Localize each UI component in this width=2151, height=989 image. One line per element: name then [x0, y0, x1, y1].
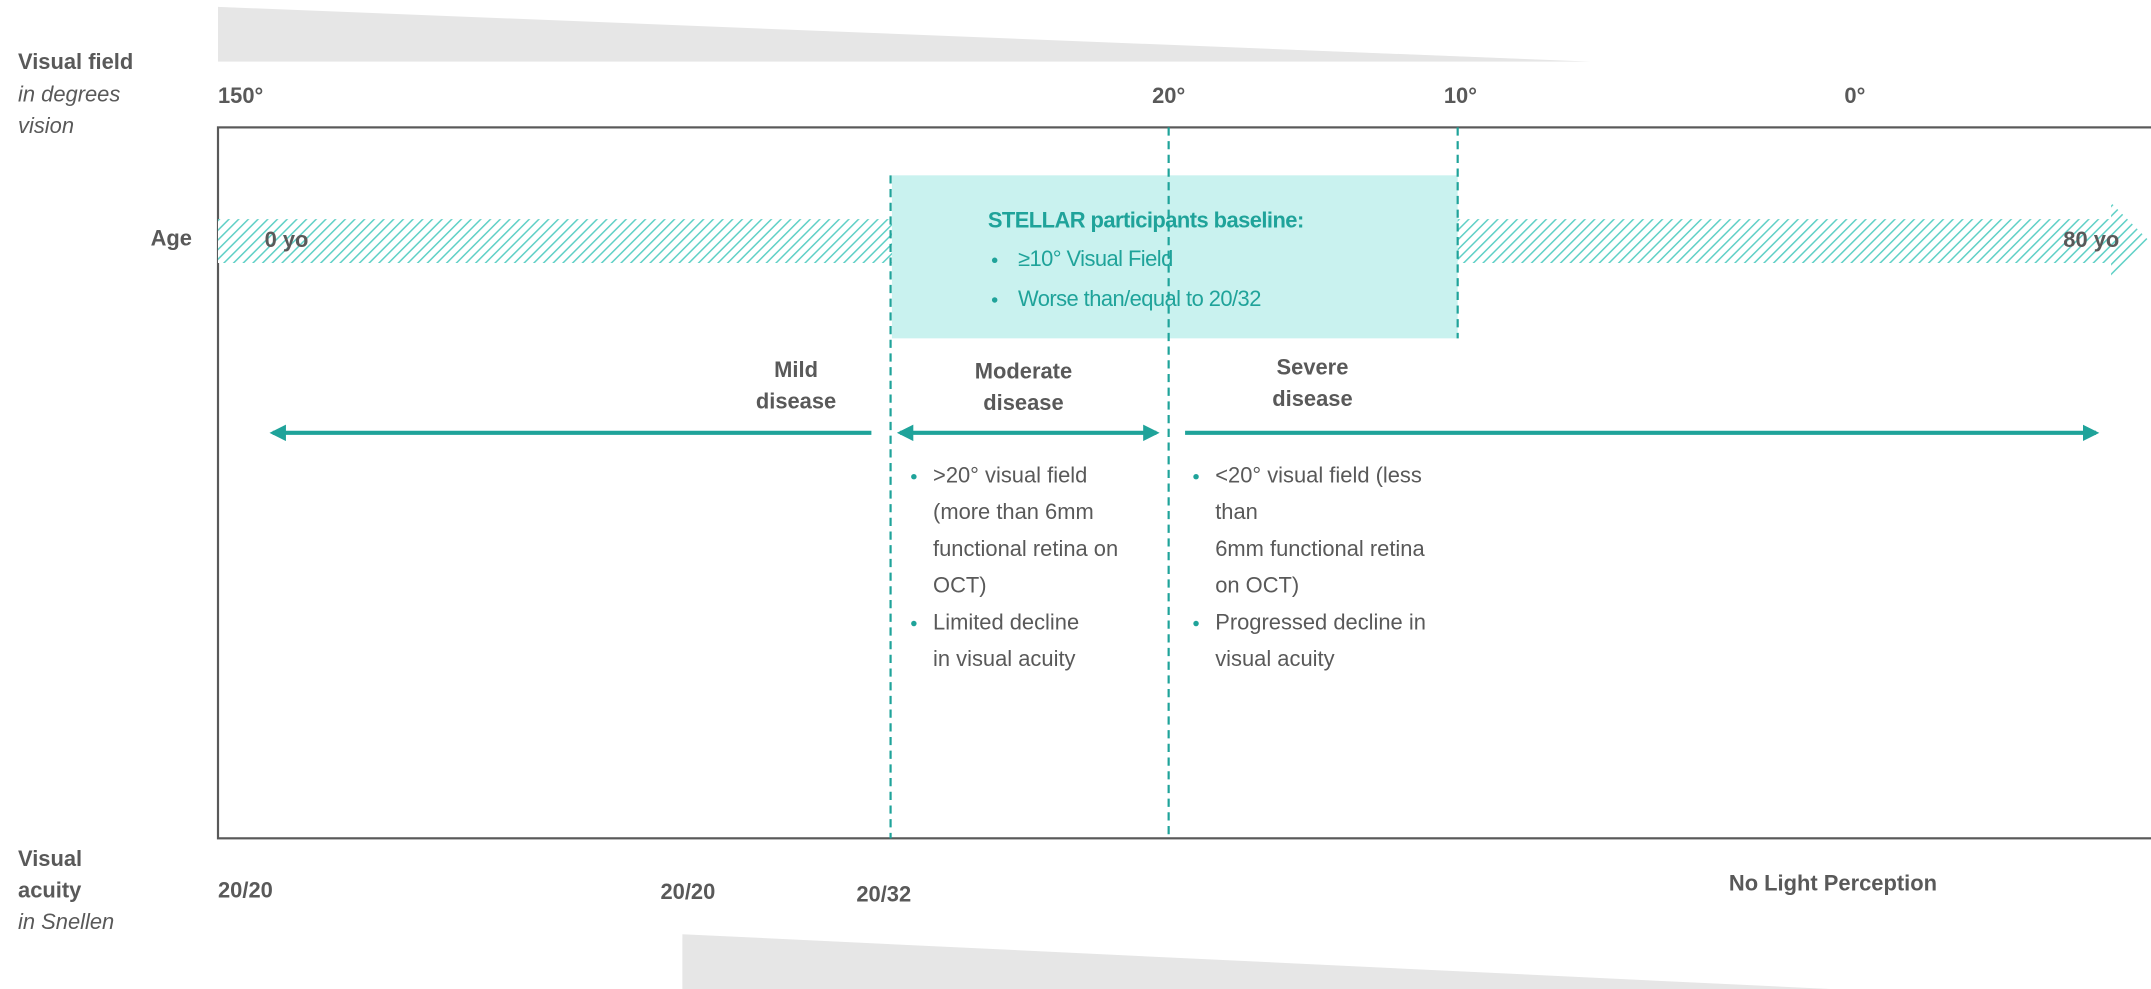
bullet: [991, 257, 998, 264]
stage-bullet-line: Limited decline: [933, 609, 1079, 634]
stage-bullet-line: (more than 6mm: [933, 499, 1094, 524]
stage-bullet-line: >20° visual field: [933, 462, 1087, 487]
stage-bullet-line: Progressed decline in: [1215, 609, 1426, 634]
axis-unit: vision: [18, 113, 74, 138]
stage-label: disease: [756, 389, 836, 414]
stage-label: Severe: [1277, 354, 1349, 379]
baseline-bullet: Worse than/equal to 20/32: [1018, 286, 1261, 311]
tick-label: 20°: [1152, 83, 1185, 108]
axis-label: acuity: [18, 878, 82, 903]
baseline-box: [891, 175, 1458, 339]
bullet: [911, 473, 917, 480]
top-wedge: [218, 6, 1591, 62]
tick-label: 150°: [218, 83, 263, 108]
stage-bullet-line: visual acuity: [1215, 646, 1334, 671]
baseline-bullet: ≥10° Visual Field: [1018, 246, 1173, 271]
stage-bullet-line: functional retina on: [933, 536, 1118, 561]
stage-label: Mild: [774, 357, 818, 382]
tick-label: 20/20: [218, 878, 273, 903]
axis-label: Visual: [18, 846, 82, 871]
baseline-title: STELLAR participants baseline:: [988, 208, 1304, 233]
stage-label: disease: [1272, 386, 1352, 411]
tick-label: 0°: [1844, 83, 1865, 108]
tick-label: 10°: [1444, 83, 1477, 108]
stage-bullet-line: in visual acuity: [933, 646, 1076, 671]
tick-label: No Light Perception: [1729, 871, 1937, 896]
bullet: [1193, 620, 1199, 627]
bullet: [1193, 473, 1199, 480]
stage-bullets: >20° visual field (more than 6mm functiona…: [911, 462, 1426, 671]
frame: [216, 126, 2151, 840]
axis-unit: in degrees: [18, 82, 120, 107]
age-label: Age: [151, 225, 192, 250]
stage-bullet-line: than: [1215, 499, 1258, 524]
age-start: 0 yo: [265, 227, 309, 252]
bullet: [991, 297, 998, 303]
axis-unit: in Snellen: [18, 909, 114, 934]
bottom-wedge: [682, 934, 1831, 989]
tick-label: 20/20: [660, 879, 715, 904]
tick-label: 20/32: [856, 882, 911, 907]
stage-label: disease: [983, 390, 1063, 415]
axis-label: Visual field: [18, 49, 133, 74]
stage-bullet-line: on OCT): [1215, 573, 1299, 598]
stage-label: Moderate: [975, 358, 1072, 383]
age-end: 80 yo: [2063, 227, 2119, 252]
bullet: [911, 620, 917, 627]
stage-bullet-line: 6mm functional retina: [1215, 536, 1425, 561]
stage-bullet-line: OCT): [933, 573, 987, 598]
stage-bullet-line: <20° visual field (less: [1215, 462, 1422, 487]
